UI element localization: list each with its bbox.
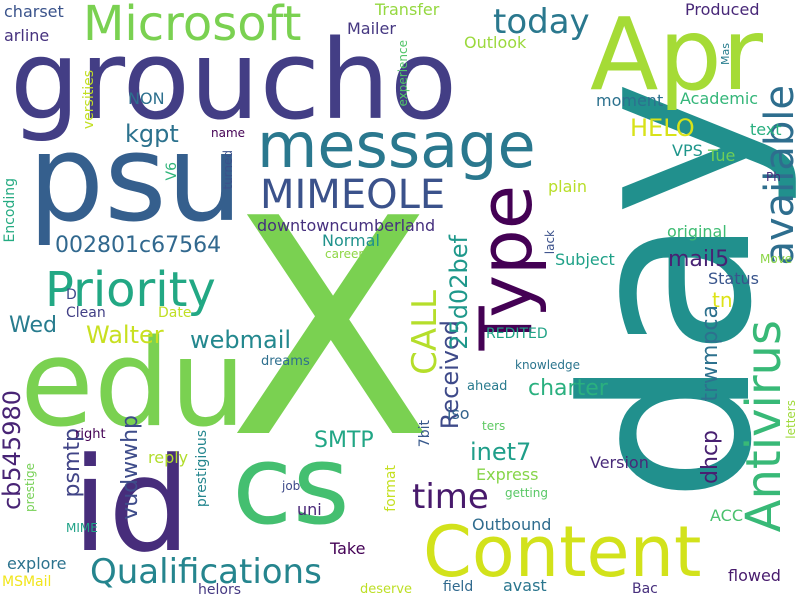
- word: Microsoft: [83, 0, 302, 52]
- word: prestige: [23, 463, 37, 512]
- word: Outbound: [472, 515, 552, 534]
- word: cb545980: [0, 390, 26, 511]
- word: format: [383, 465, 399, 512]
- word: kgpt: [125, 120, 179, 148]
- word: inet7: [470, 438, 532, 466]
- word: deserve: [360, 582, 413, 597]
- word: MSMail: [2, 574, 52, 590]
- word: Apr: [590, 0, 763, 113]
- word: Version: [590, 453, 649, 472]
- word: Subject: [555, 250, 615, 269]
- word: 25d02bef: [445, 235, 473, 350]
- word: VPS: [672, 141, 703, 160]
- word: dreams: [261, 354, 310, 369]
- word: MIMEOLE: [260, 172, 446, 218]
- word: getting: [505, 486, 548, 500]
- word: cs: [232, 421, 350, 549]
- word: experience: [396, 40, 410, 107]
- word: versities: [81, 70, 97, 130]
- word: webmail: [190, 326, 292, 354]
- word: Status: [708, 269, 759, 288]
- word: Take: [330, 539, 366, 558]
- word: ahead: [467, 379, 508, 394]
- word: REDITED: [486, 326, 548, 342]
- word: Bac: [632, 581, 658, 597]
- word: groucho: [10, 16, 458, 144]
- word: vudwwhp: [118, 415, 143, 520]
- word: tn: [712, 288, 733, 312]
- word: Walter: [86, 321, 164, 349]
- word: Tue: [708, 146, 736, 165]
- word: D: [66, 287, 77, 303]
- word: Encoding: [2, 178, 18, 243]
- word: mail5: [668, 247, 730, 272]
- word: Ph: [766, 170, 781, 184]
- word: Qualifications: [90, 552, 322, 592]
- word: Normal: [322, 231, 380, 250]
- word: career: [325, 247, 364, 261]
- word: MIME: [66, 521, 98, 535]
- word: helors: [198, 582, 241, 598]
- word: Content: [423, 511, 702, 593]
- word: lack: [543, 230, 557, 255]
- word: Move: [760, 252, 793, 266]
- word: original: [667, 222, 727, 241]
- word: letters: [784, 400, 798, 439]
- word: 002801c67564: [55, 233, 222, 258]
- word: SMTP: [314, 428, 374, 453]
- word: Priority: [45, 262, 216, 318]
- word: message: [257, 109, 536, 182]
- word: HELO: [630, 114, 695, 142]
- word: Date: [158, 305, 192, 321]
- word: charset: [4, 2, 64, 21]
- word: id: [72, 429, 191, 581]
- word: job: [282, 479, 301, 493]
- word: Outlook: [464, 33, 527, 52]
- word: trwmpca: [698, 305, 723, 402]
- word: charter: [528, 376, 608, 401]
- word: flowed: [728, 566, 781, 585]
- word: arline: [4, 26, 50, 45]
- word: reply: [148, 448, 189, 467]
- word: prestigious: [194, 430, 210, 508]
- word: moment: [596, 91, 664, 110]
- word: 7bit: [417, 420, 433, 448]
- word: turned: [221, 150, 235, 190]
- word: NON: [128, 89, 165, 108]
- word: Mas: [719, 43, 732, 65]
- word: explore: [7, 554, 67, 573]
- word: Wed: [9, 313, 57, 338]
- word: dhcp: [698, 430, 723, 484]
- word: today: [493, 2, 590, 42]
- word: Produced: [685, 0, 760, 19]
- word: Transfer: [375, 0, 440, 19]
- word: plain: [548, 177, 587, 196]
- word: Clean: [66, 305, 106, 321]
- word: X: [228, 155, 434, 504]
- word: Express: [476, 465, 539, 484]
- word: Academic: [680, 89, 759, 108]
- word: name: [211, 126, 246, 140]
- word: time: [412, 477, 489, 517]
- word: ters: [482, 419, 506, 433]
- word: iso: [447, 404, 470, 423]
- word: field: [443, 579, 474, 595]
- word: knowledge: [515, 358, 581, 372]
- word: downtowncumberland: [257, 216, 436, 235]
- word: Antivirus: [736, 320, 792, 533]
- word: right: [75, 427, 106, 442]
- word: Mailer: [347, 19, 396, 38]
- word: ACC: [710, 506, 744, 525]
- word: avast: [503, 576, 547, 595]
- word: uni: [297, 500, 322, 519]
- word: text: [750, 120, 782, 139]
- word: V6: [164, 162, 180, 181]
- word: edu: [20, 315, 247, 454]
- word: psu: [28, 110, 243, 249]
